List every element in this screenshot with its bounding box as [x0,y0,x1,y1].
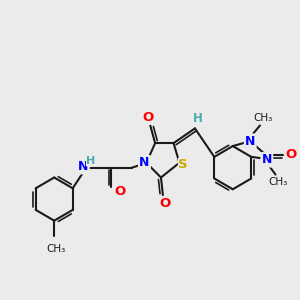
Text: S: S [178,158,188,171]
Text: N: N [78,160,88,173]
Text: O: O [285,148,297,161]
Text: O: O [115,185,126,198]
Text: O: O [143,111,154,124]
Text: H: H [86,156,96,166]
Text: N: N [139,156,150,169]
Text: H: H [193,112,203,125]
Text: O: O [159,196,170,209]
Text: N: N [245,135,255,148]
Text: CH₃: CH₃ [269,177,288,188]
Text: N: N [262,153,272,166]
Text: CH₃: CH₃ [253,112,272,123]
Text: CH₃: CH₃ [46,244,66,254]
